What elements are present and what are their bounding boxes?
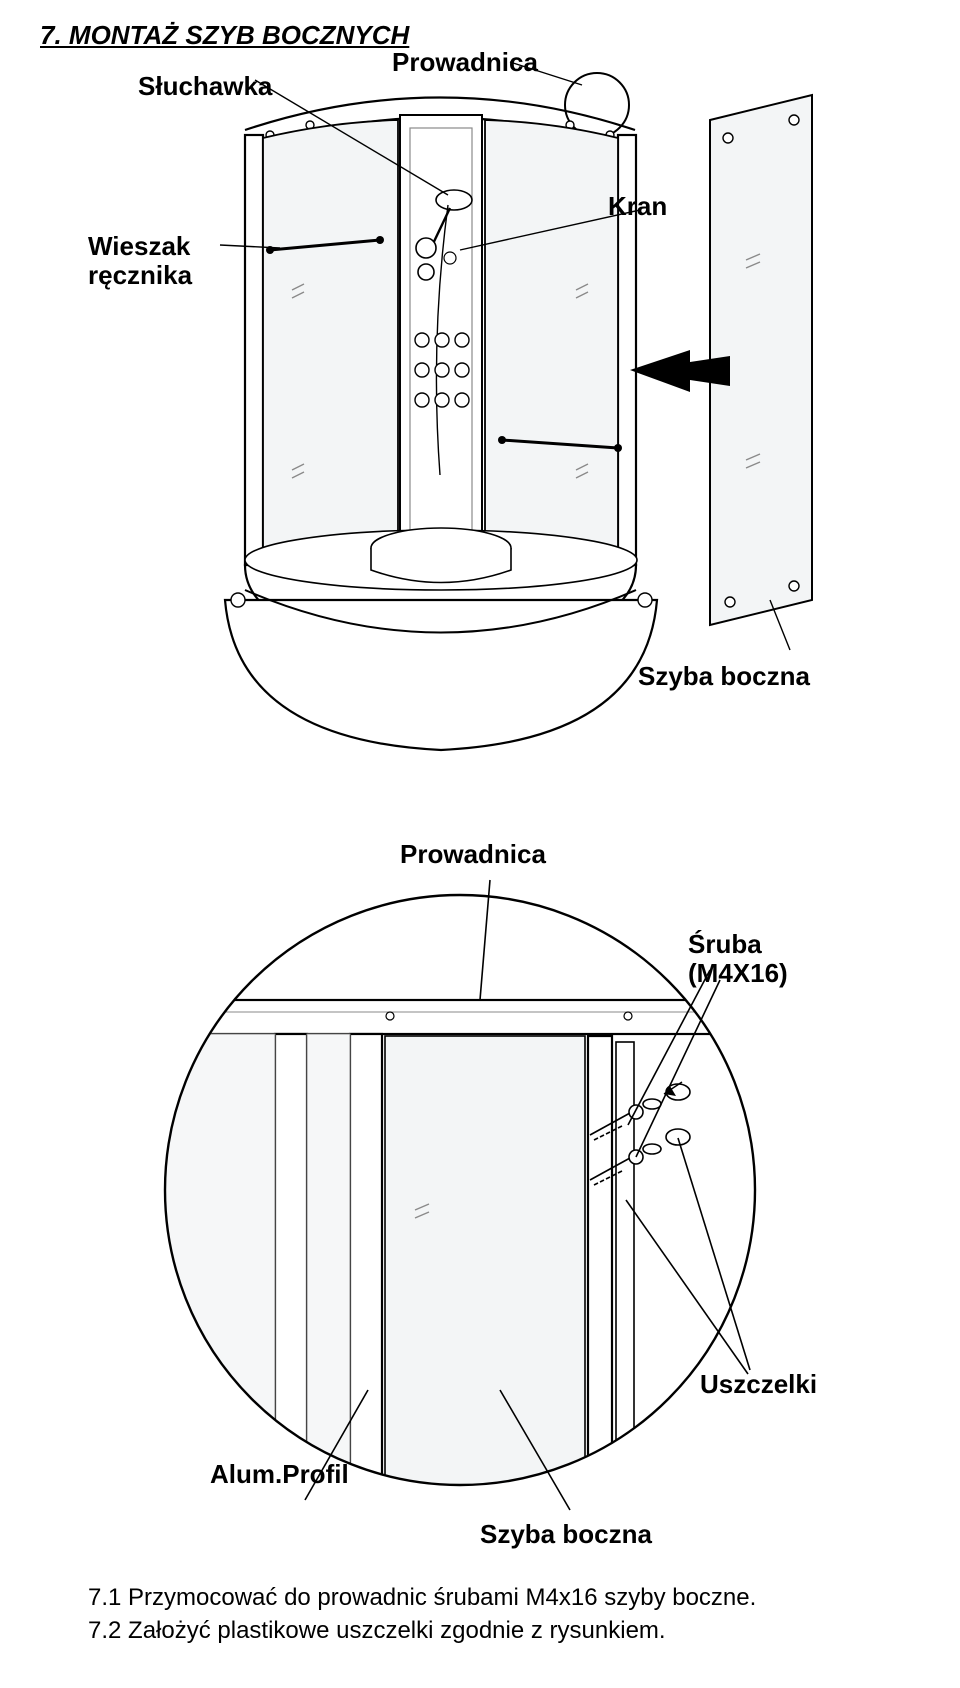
label-szyba-boczna-top: Szyba boczna [638,662,810,691]
label-kran: Kran [608,192,667,221]
label-szyba-boczna-bottom: Szyba boczna [480,1520,652,1549]
footer-line-1: 7.1 Przymocować do prowadnic śrubami M4x… [88,1581,756,1615]
label-prowadnica-top: Prowadnica [392,48,538,77]
footer-text: 7.1 Przymocować do prowadnic śrubami M4x… [88,1581,756,1648]
label-prowadnica-bottom: Prowadnica [400,840,546,869]
footer-line-2: 7.2 Założyć plastikowe uszczelki zgodnie… [88,1614,756,1648]
label-sluchawka: Słuchawka [138,72,272,101]
label-alum-profil: Alum.Profil [210,1460,349,1489]
label-wieszak-recznika: Wieszak ręcznika [88,232,192,289]
label-sruba: Śruba (M4X16) [688,930,788,987]
label-uszczelki: Uszczelki [700,1370,817,1399]
